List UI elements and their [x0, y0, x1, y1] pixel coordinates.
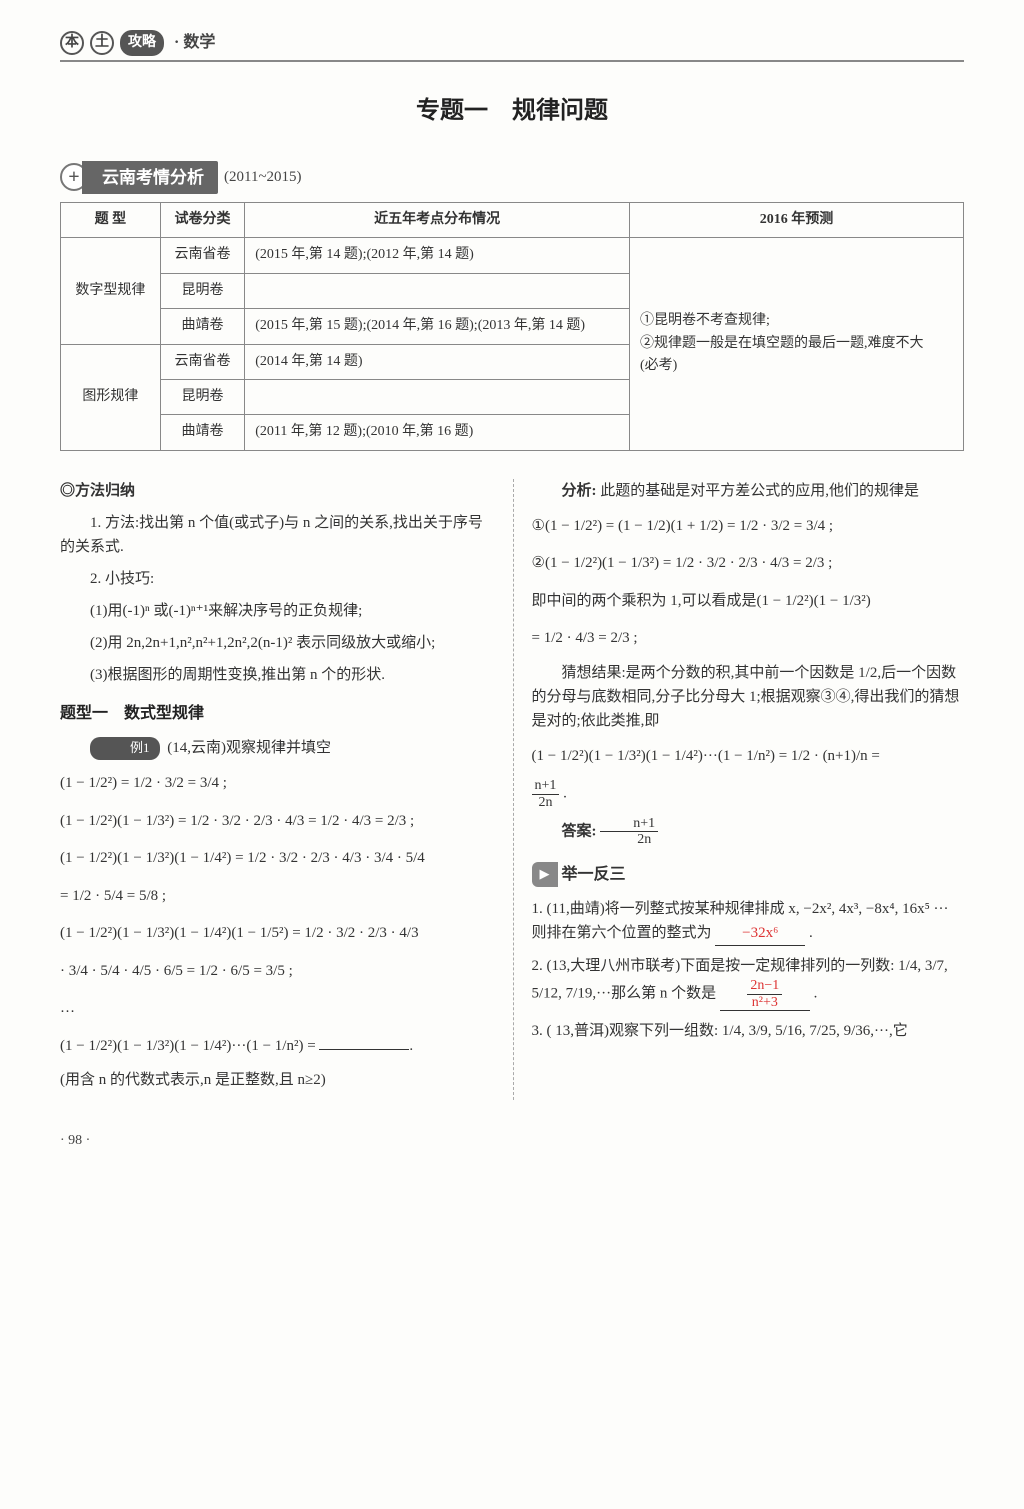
th-paper: 试卷分类 — [160, 202, 244, 237]
brand-char-1: 本 — [60, 31, 84, 55]
year-range: (2011~2015) — [224, 165, 302, 189]
th-dist: 近五年考点分布情况 — [245, 202, 630, 237]
cell-paper: 曲靖卷 — [160, 415, 244, 450]
q2: 2. (13,大理八州市联考)下面是按一定规律排列的一列数: 1/4, 3/7,… — [532, 954, 965, 1011]
two-column-body: ◎方法归纳 1. 方法:找出第 n 个值(或式子)与 n 之间的关系,找出关于序… — [60, 479, 964, 1101]
r1: ①(1 − 1/2²) = (1 − 1/2)(1 + 1/2) = 1/2 ·… — [532, 511, 965, 543]
eq3a: (1 − 1/2²)(1 − 1/3²)(1 − 1/4²) = 1/2 · 3… — [60, 843, 493, 875]
r3: 即中间的两个乘积为 1,可以看成是(1 − 1/2²)(1 − 1/3²) — [532, 586, 965, 618]
cell-paper: 昆明卷 — [160, 273, 244, 308]
analysis-para: 分析: 此题的基础是对平方差公式的应用,他们的规律是 — [532, 479, 965, 503]
cell-paper: 云南省卷 — [160, 238, 244, 273]
table-row: 数字型规律 云南省卷 (2015 年,第 14 题);(2012 年,第 14 … — [61, 238, 964, 273]
banner-text: 云南考情分析 — [82, 161, 218, 194]
example-src: (14,云南)观察规律并填空 — [167, 740, 331, 756]
cell-forecast: ①昆明卷不考查规律; ②规律题一般是在填空题的最后一题,难度不大 (必考) — [630, 238, 964, 450]
brand-dark: 攻略 — [120, 30, 164, 56]
example-line: 例1 (14,云南)观察规律并填空 — [60, 736, 493, 760]
brand-header: 本 土 攻略 · 数学 — [60, 30, 964, 56]
method-p2: 2. 小技巧: — [60, 567, 493, 591]
method-p3: (1)用(-1)ⁿ 或(-1)ⁿ⁺¹来解决序号的正负规律; — [60, 599, 493, 623]
eqn-blank — [319, 1049, 409, 1050]
q2-answer: 2n−1n²+3 — [720, 978, 810, 1011]
cell-type2: 图形规律 — [61, 344, 161, 450]
brand-char-2: 土 — [90, 31, 114, 55]
table-header-row: 题 型 试卷分类 近五年考点分布情况 2016 年预测 — [61, 202, 964, 237]
th-forecast: 2016 年预测 — [630, 202, 964, 237]
cell-dist: (2015 年,第 14 题);(2012 年,第 14 题) — [245, 238, 630, 273]
cell-paper: 曲靖卷 — [160, 309, 244, 344]
example-tag: 例1 — [90, 737, 160, 760]
q1-answer: −32x⁶ — [715, 921, 805, 946]
page-number: · 98 · — [60, 1130, 964, 1152]
answer-line: 答案: n+12n — [532, 816, 965, 848]
q2-end: . — [814, 986, 818, 1002]
sub-banner: ▶ 举一反三 — [532, 862, 965, 888]
left-column: ◎方法归纳 1. 方法:找出第 n 个值(或式子)与 n 之间的关系,找出关于序… — [60, 479, 493, 1101]
brand-subject: · 数学 — [174, 30, 215, 56]
q1: 1. (11,曲靖)将一列整式按某种规律排成 x, −2x², 4x³, −8x… — [532, 897, 965, 946]
cell-paper: 云南省卷 — [160, 344, 244, 379]
r2: ②(1 − 1/2²)(1 − 1/3²) = 1/2 · 3/2 · 2/3 … — [532, 548, 965, 580]
method-p5: (3)根据图形的周期性变换,推出第 n 个的形状. — [60, 663, 493, 687]
r5: (1 − 1/2²)(1 − 1/3²)(1 − 1/4²)···(1 − 1/… — [532, 741, 965, 773]
cell-dist — [245, 379, 630, 414]
eqn-note: (用含 n 的代数式表示,n 是正整数,且 n≥2) — [60, 1068, 493, 1092]
header-divider — [60, 60, 964, 62]
cell-dist: (2011 年,第 12 题);(2010 年,第 16 题) — [245, 415, 630, 450]
r5b: n+12n . — [532, 778, 965, 810]
q1-end: . — [809, 925, 813, 941]
eqn-lhs: (1 − 1/2²)(1 − 1/3²)(1 − 1/4²)···(1 − 1/… — [60, 1038, 319, 1054]
eqn: (1 − 1/2²)(1 − 1/3²)(1 − 1/4²)···(1 − 1/… — [60, 1031, 493, 1063]
right-column: 分析: 此题的基础是对平方差公式的应用,他们的规律是 ①(1 − 1/2²) =… — [513, 479, 965, 1101]
r4: 猜想结果:是两个分数的积,其中前一个因数是 1/2,后一个因数的分母与底数相同,… — [532, 661, 965, 733]
analysis-text: 此题的基础是对平方差公式的应用,他们的规律是 — [600, 483, 919, 499]
cell-paper: 昆明卷 — [160, 379, 244, 414]
section-banner: + 云南考情分析 (2011~2015) — [60, 161, 964, 194]
type-title: 题型一 数式型规律 — [60, 701, 493, 727]
sub-banner-text: 举一反三 — [562, 862, 626, 888]
analysis-table: 题 型 试卷分类 近五年考点分布情况 2016 年预测 数字型规律 云南省卷 (… — [60, 202, 964, 451]
eq4a: (1 − 1/2²)(1 − 1/3²)(1 − 1/4²)(1 − 1/5²)… — [60, 918, 493, 950]
cell-dist: (2015 年,第 15 题);(2014 年,第 16 题);(2013 年,… — [245, 309, 630, 344]
method-p1: 1. 方法:找出第 n 个值(或式子)与 n 之间的关系,找出关于序号的关系式. — [60, 511, 493, 559]
th-type: 题 型 — [61, 202, 161, 237]
cell-type1: 数字型规律 — [61, 238, 161, 344]
cell-dist: (2014 年,第 14 题) — [245, 344, 630, 379]
q3: 3. ( 13,普洱)观察下列一组数: 1/4, 3/9, 5/16, 7/25… — [532, 1019, 965, 1043]
answer-label: 答案: — [562, 823, 597, 839]
page-title: 专题一 规律问题 — [60, 92, 964, 130]
analysis-label: 分析: — [562, 483, 597, 499]
dots: … — [60, 993, 493, 1025]
eq4b: · 3/4 · 5/4 · 4/5 · 6/5 = 1/2 · 6/5 = 3/… — [60, 956, 493, 988]
cell-dist — [245, 273, 630, 308]
method-title: ◎方法归纳 — [60, 479, 493, 503]
r3b: = 1/2 · 4/3 = 2/3 ; — [532, 623, 965, 655]
eq2: (1 − 1/2²)(1 − 1/3²) = 1/2 · 3/2 · 2/3 ·… — [60, 806, 493, 838]
eq3b: = 1/2 · 5/4 = 5/8 ; — [60, 881, 493, 913]
method-p4: (2)用 2n,2n+1,n²,n²+1,2n²,2(n-1)² 表示同级放大或… — [60, 631, 493, 655]
arrow-icon: ▶ — [532, 862, 558, 887]
eq1: (1 − 1/2²) = 1/2 · 3/2 = 3/4 ; — [60, 768, 493, 800]
